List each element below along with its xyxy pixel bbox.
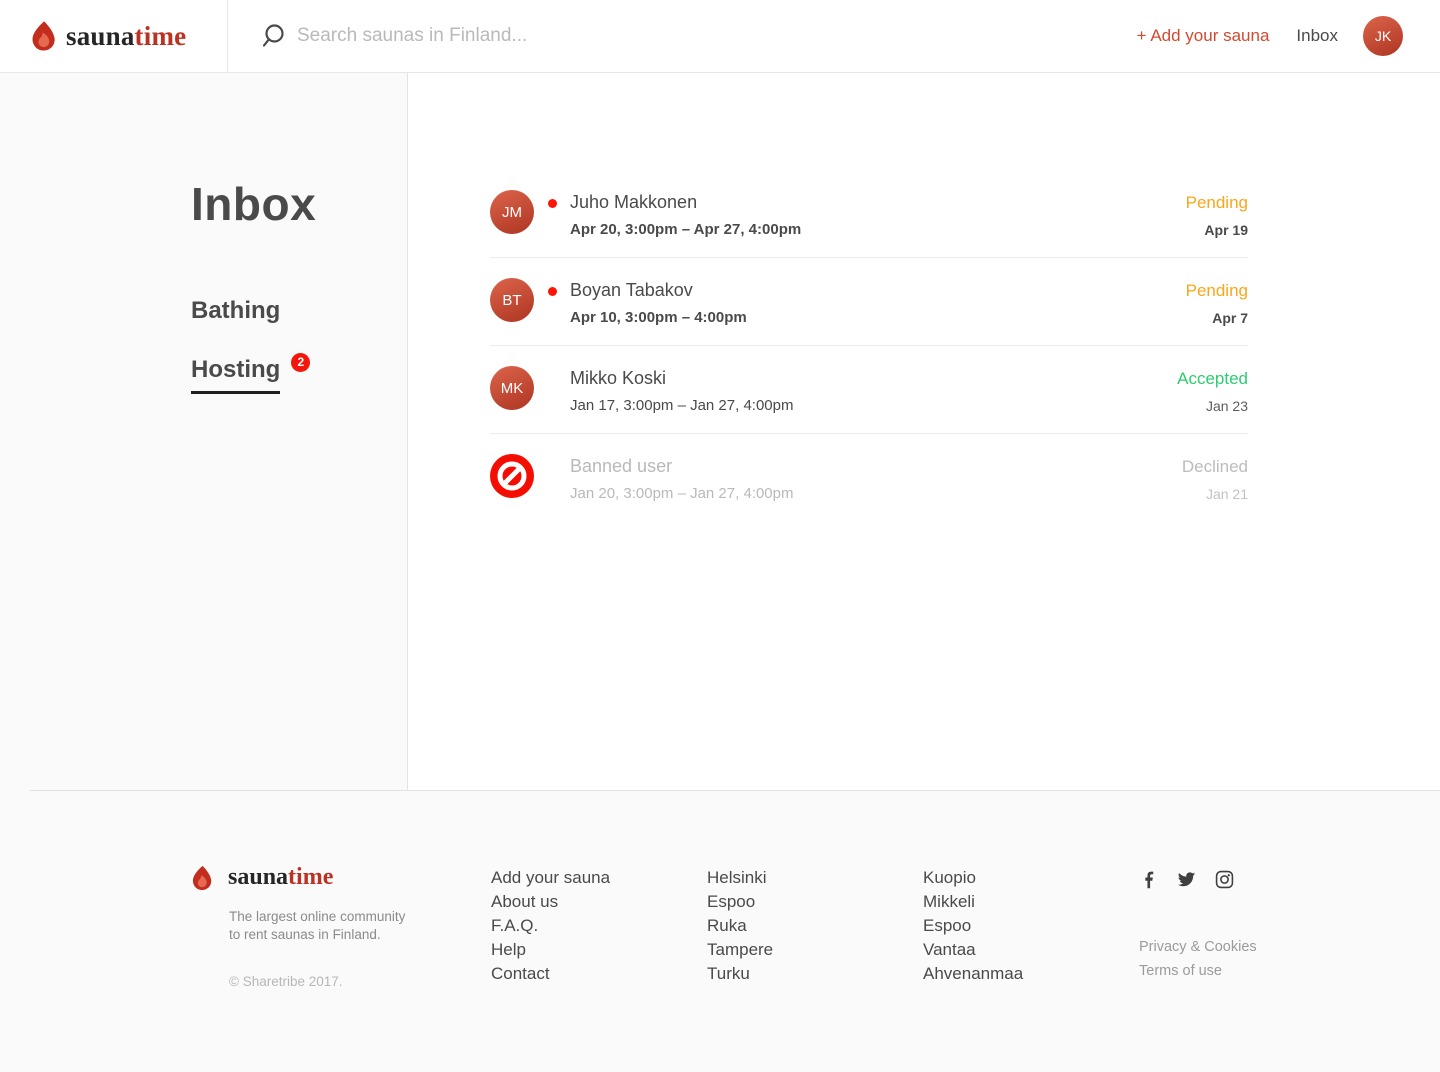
status-badge: Pending	[1185, 193, 1248, 212]
footer-cities-column-2: Kuopio Mikkeli Espoo Vantaa Ahvenanmaa	[923, 864, 1139, 989]
footer-logo-text: saunatime	[228, 864, 334, 890]
booking-dates: Jan 20, 3:00pm – Jan 27, 4:00pm	[570, 485, 794, 502]
footer-link-city[interactable]: Espoo	[707, 892, 756, 911]
booking-dates: Jan 17, 3:00pm – Jan 27, 4:00pm	[570, 397, 794, 414]
status-badge: Declined	[1181, 457, 1248, 476]
status-date: Jan 23	[1205, 398, 1248, 414]
avatar: BT	[490, 278, 534, 322]
twitter-icon[interactable]	[1177, 870, 1196, 889]
inbox-nav-link[interactable]: Inbox	[1296, 26, 1338, 45]
footer-link-city[interactable]: Tampere	[707, 940, 774, 959]
conversation-row[interactable]: BT Boyan Tabakov Apr 10, 3:00pm – 4:00pm…	[490, 278, 1248, 366]
privacy-link[interactable]: Privacy & Cookies	[1139, 939, 1257, 955]
conversation-list: JM Juho Makkonen Apr 20, 3:00pm – Apr 27…	[490, 190, 1248, 542]
main-area: Inbox Bathing Hosting 2 JM Juho Makkonen …	[0, 73, 1440, 790]
avatar: JM	[490, 190, 534, 234]
footer-link-faq[interactable]: F.A.Q.	[491, 916, 539, 935]
unread-dot-icon	[547, 199, 557, 208]
search-bar	[228, 0, 1137, 72]
search-input[interactable]	[297, 25, 937, 47]
footer-link-city[interactable]: Mikkeli	[923, 892, 975, 911]
header-nav: + Add your sauna Inbox JK	[1137, 0, 1440, 72]
instagram-icon[interactable]	[1215, 870, 1234, 889]
facebook-icon[interactable]	[1139, 870, 1158, 889]
sender-name: Juho Makkonen	[570, 192, 698, 212]
booking-dates: Apr 20, 3:00pm – Apr 27, 4:00pm	[570, 221, 802, 238]
footer-link-city[interactable]: Kuopio	[923, 868, 976, 887]
social-icons	[1139, 870, 1257, 889]
terms-link[interactable]: Terms of use	[1139, 963, 1222, 979]
status-date: Apr 7	[1212, 310, 1248, 326]
status-badge: Accepted	[1177, 369, 1248, 388]
footer-link-about[interactable]: About us	[491, 892, 559, 911]
status-date: Jan 21	[1205, 486, 1248, 502]
banned-user-icon	[490, 454, 534, 498]
status-date: Apr 19	[1204, 222, 1248, 238]
legal-links: Privacy & Cookies Terms of use	[1139, 935, 1257, 983]
unread-dot-icon	[547, 287, 557, 296]
flame-icon	[32, 21, 55, 51]
booking-dates: Apr 10, 3:00pm – 4:00pm	[570, 309, 747, 326]
flame-icon	[192, 865, 212, 890]
user-avatar[interactable]: JK	[1363, 16, 1403, 56]
footer-links-column: Add your sauna About us F.A.Q. Help Cont…	[491, 864, 707, 989]
add-sauna-link[interactable]: + Add your sauna	[1136, 26, 1270, 45]
tab-hosting[interactable]: Hosting 2	[191, 352, 407, 394]
footer-divider	[30, 790, 1440, 791]
conversation-row[interactable]: JM Juho Makkonen Apr 20, 3:00pm – Apr 27…	[490, 190, 1248, 278]
page-title: Inbox	[191, 178, 317, 230]
logo[interactable]: saunatime	[0, 0, 228, 72]
footer-link-add-sauna[interactable]: Add your sauna	[491, 868, 611, 887]
unread-count-badge: 2	[291, 352, 311, 372]
sender-name: Boyan Tabakov	[570, 280, 693, 300]
footer: saunatime The largest online community t…	[0, 790, 1440, 1072]
avatar: MK	[490, 366, 534, 410]
footer-link-city[interactable]: Ruka	[707, 916, 747, 935]
inbox-sidebar: Inbox Bathing Hosting 2	[0, 73, 408, 790]
sender-name: Banned user	[570, 456, 673, 476]
footer-tagline: The largest online community to rent sau…	[229, 909, 406, 942]
footer-link-city[interactable]: Ahvenanmaa	[923, 964, 1024, 983]
conversation-row[interactable]: Banned user Jan 20, 3:00pm – Jan 27, 4:0…	[490, 454, 1248, 542]
sender-name: Mikko Koski	[570, 368, 667, 388]
footer-link-help[interactable]: Help	[491, 940, 526, 959]
footer-link-city[interactable]: Turku	[707, 964, 750, 983]
footer-link-city[interactable]: Espoo	[923, 916, 972, 935]
inbox-content: JM Juho Makkonen Apr 20, 3:00pm – Apr 27…	[408, 73, 1440, 790]
search-icon	[262, 23, 284, 47]
top-navbar: saunatime + Add your sauna Inbox JK	[0, 0, 1440, 73]
footer-cities-column-1: Helsinki Espoo Ruka Tampere Turku	[707, 864, 923, 989]
logo-text: saunatime	[66, 20, 187, 51]
footer-link-city[interactable]: Vantaa	[923, 940, 976, 959]
footer-link-city[interactable]: Helsinki	[707, 868, 767, 887]
footer-logo[interactable]: saunatime	[191, 864, 491, 891]
status-badge: Pending	[1185, 281, 1248, 300]
conversation-row[interactable]: MK Mikko Koski Jan 17, 3:00pm – Jan 27, …	[490, 366, 1248, 454]
footer-link-contact[interactable]: Contact	[491, 964, 550, 983]
copyright: © Sharetribe 2017.	[229, 974, 343, 989]
tab-bathing[interactable]: Bathing	[191, 297, 281, 324]
